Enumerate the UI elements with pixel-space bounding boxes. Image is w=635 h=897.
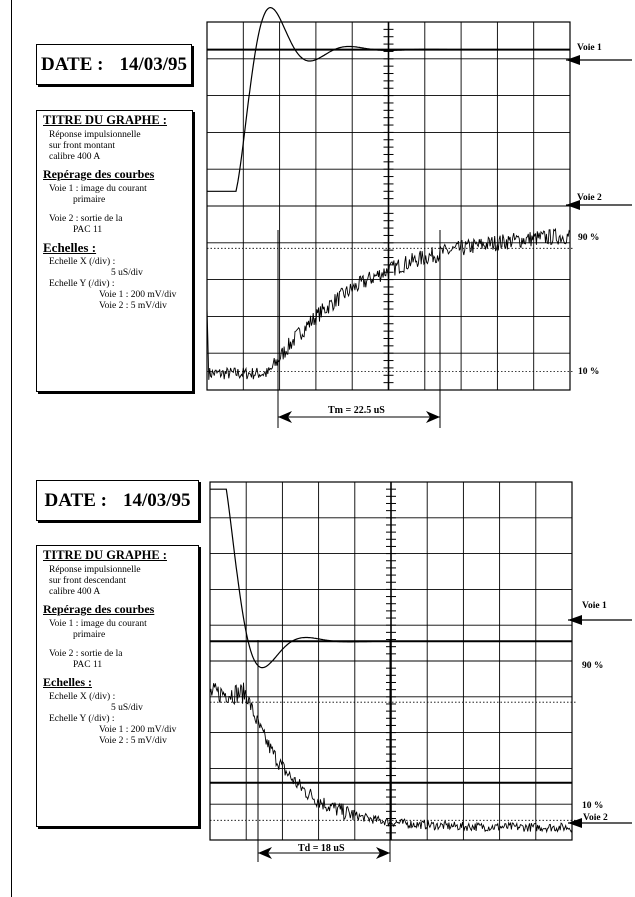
measurement-label: Tm = 22.5 uS xyxy=(328,405,385,416)
echelle-y-voie2: Voie 2 : 5 mV/div xyxy=(99,301,167,311)
echelle-y-label: Echelle Y (/div) : xyxy=(49,714,115,724)
arrow-left-icon xyxy=(566,55,580,65)
voie2-description: Voie 2 : sortie de la xyxy=(49,214,123,224)
title-heading: TITRE DU GRAPHE : xyxy=(43,548,167,562)
arrow-left-icon xyxy=(566,200,580,210)
echelles-heading: Echelles : xyxy=(43,675,92,689)
reperage-heading: Repérage des courbes xyxy=(43,602,155,616)
echelle-y-voie2: Voie 2 : 5 mV/div xyxy=(99,736,167,746)
title-line: calibre 400 A xyxy=(49,587,101,597)
arrow-right-icon xyxy=(376,847,390,859)
voie2-marker-label: Voie 2 xyxy=(583,813,608,823)
title-line: Réponse impulsionnelle xyxy=(49,565,141,575)
measurement-label: Td = 18 uS xyxy=(298,843,345,854)
legend-box: TITRE DU GRAPHE : Réponse impulsionnelle… xyxy=(36,110,193,392)
level-90-label: 90 % xyxy=(578,233,600,243)
echelle-x-label: Echelle X (/div) : xyxy=(49,257,116,267)
title-line: sur front montant xyxy=(49,141,115,151)
series-line-voie-2 xyxy=(206,227,571,380)
level-10-label: 10 % xyxy=(582,801,604,811)
echelle-x-label: Echelle X (/div) : xyxy=(49,692,116,702)
date-value: 14/03/95 xyxy=(119,53,188,75)
title-line: sur front descendant xyxy=(49,576,127,586)
date-label: DATE : xyxy=(44,489,107,511)
reperage-heading: Repérage des courbes xyxy=(43,167,155,181)
echelle-x-value: 5 uS/div xyxy=(111,703,143,713)
legend-box: TITRE DU GRAPHE : Réponse impulsionnelle… xyxy=(36,545,199,827)
series-line-voie-2 xyxy=(209,682,573,834)
title-line: calibre 400 A xyxy=(49,152,101,162)
date-box: DATE : 14/03/95 xyxy=(36,44,192,85)
voie2-description: Voie 2 : sortie de la xyxy=(49,649,123,659)
echelles-heading: Echelles : xyxy=(43,240,97,255)
voie2-description-cont: PAC 11 xyxy=(73,660,103,670)
title-line: Réponse impulsionnelle xyxy=(49,130,141,140)
voie2-description-cont: PAC 11 xyxy=(73,225,103,235)
date-value: 14/03/95 xyxy=(122,489,191,511)
arrow-left-icon xyxy=(278,411,292,423)
voie2-marker-label: Voie 2 xyxy=(577,193,602,203)
arrow-left-icon xyxy=(568,615,582,625)
voie1-marker-label: Voie 1 xyxy=(582,601,607,611)
title-heading: TITRE DU GRAPHE : xyxy=(43,113,167,127)
voie1-description: Voie 1 : image du courant xyxy=(49,184,147,194)
voie1-description: Voie 1 : image du courant xyxy=(49,619,147,629)
echelle-y-voie1: Voie 1 : 200 mV/div xyxy=(99,725,177,735)
arrow-left-icon xyxy=(568,818,582,828)
voie1-description-cont: primaire xyxy=(73,195,106,205)
page-left-border xyxy=(11,0,12,897)
level-10-label: 10 % xyxy=(578,367,600,377)
echelle-y-label: Echelle Y (/div) : xyxy=(49,279,115,289)
arrow-left-icon xyxy=(258,847,272,859)
date-box: DATE : 14/03/95 xyxy=(36,480,199,521)
echelle-x-value: 5 uS/div xyxy=(111,268,143,278)
level-90-label: 90 % xyxy=(582,661,604,671)
voie1-marker-label: Voie 1 xyxy=(577,43,602,53)
arrow-right-icon xyxy=(426,411,440,423)
echelle-y-voie1: Voie 1 : 200 mV/div xyxy=(99,290,177,300)
date-label: DATE : xyxy=(40,53,104,75)
voie1-description-cont: primaire xyxy=(73,630,106,640)
